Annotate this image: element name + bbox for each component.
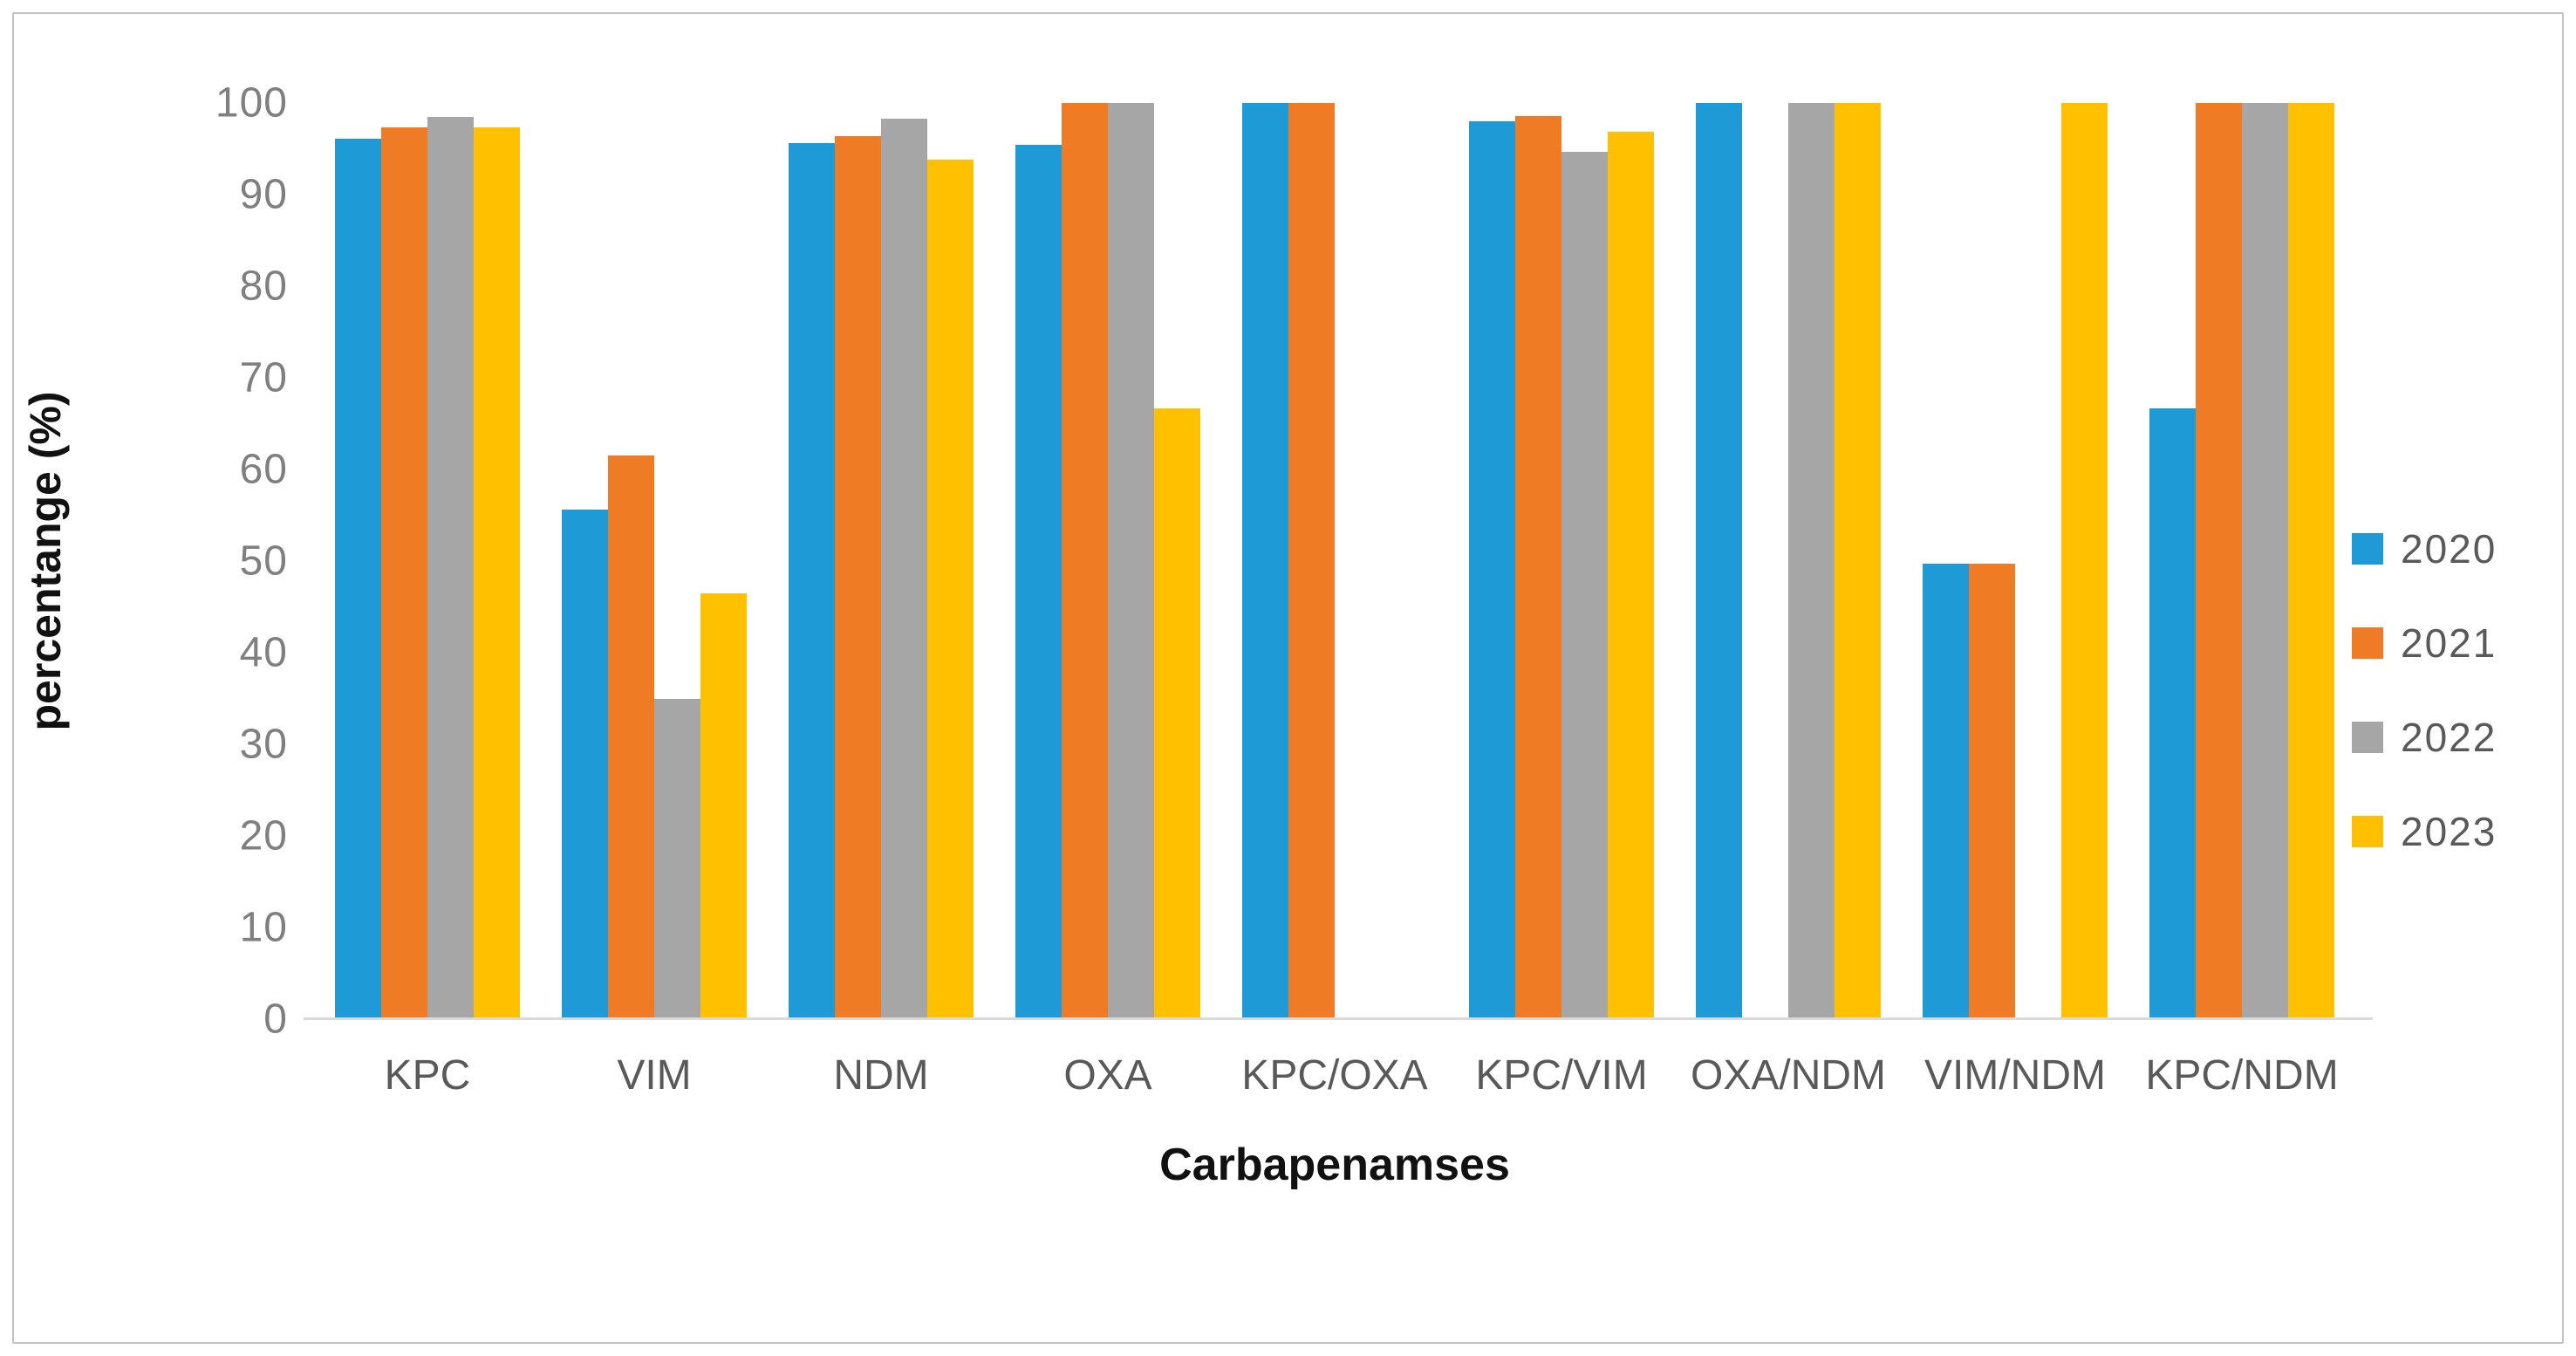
bar-group-oxa-ndm [1675,103,1902,1019]
legend-item-2021: 2021 [2352,620,2497,667]
bar-2022-ndm [881,118,927,1019]
bar-group-oxa [994,103,1221,1019]
legend-label: 2021 [2401,620,2497,666]
y-tick-label: 100 [215,79,288,127]
y-axis-title: percentange (%) [21,391,70,731]
bar-2020-kpc [335,138,381,1019]
x-tick-label: VIM/NDM [1924,1052,2106,1099]
bar-2021-kpc-oxa [1288,103,1335,1019]
bar-group-kpc [314,103,541,1019]
plot-area [314,103,2355,1019]
bar-2023-kpc-vim [1608,131,1654,1019]
y-tick-label: 0 [263,996,288,1043]
y-tick-label: 80 [239,263,288,310]
legend-item-2023: 2023 [2352,808,2497,855]
bar-2021-ndm [835,135,881,1019]
x-axis-title: Carbapenamses [1159,1140,1510,1190]
y-tick-label: 70 [239,354,288,401]
bar-group-kpc-ndm [2128,103,2355,1019]
bar-2023-ndm [927,160,974,1019]
bar-2020-vim [562,510,608,1019]
bar-2020-oxa-ndm [1696,103,1742,1019]
y-tick-label: 60 [239,446,288,493]
bar-group-kpc-oxa [1221,103,1448,1019]
legend: 2020 2021 2022 2023 [2352,525,2497,855]
y-tick-label: 20 [239,812,288,859]
y-axis-tick-labels: 0 10 20 30 40 50 60 70 80 90 100 [105,80,288,1043]
bar-2020-ndm [789,143,835,1019]
bar-group-vim-ndm [1902,103,2128,1019]
bar-2022-kpc [427,116,474,1019]
bar-group-ndm [768,103,994,1019]
legend-item-2022: 2022 [2352,714,2497,761]
bar-2023-kpc-ndm [2288,103,2334,1019]
bar-2020-oxa [1015,145,1062,1019]
bar-2022-kpc-vim [1561,151,1608,1019]
bar-2022-oxa [1108,103,1154,1019]
legend-swatch-icon [2352,627,2383,659]
y-tick-label: 40 [239,629,288,676]
bar-2020-kpc-oxa [1242,103,1288,1019]
x-tick-label: OXA [1063,1052,1152,1099]
x-axis-category-labels: KPC VIM NDM OXA KPC/OXA KPC/VIM OXA/NDM VIM/NDM… [314,1051,2355,1099]
x-axis-baseline [304,1017,2373,1020]
bar-group-vim [541,103,768,1019]
legend-label: 2022 [2401,715,2497,760]
y-tick-label: 30 [239,721,288,768]
bar-2021-oxa [1062,103,1108,1019]
bar-2020-vim-ndm [1923,564,1969,1019]
y-tick-label: 90 [239,171,288,218]
bar-2021-kpc-ndm [2196,103,2242,1019]
x-tick-label: KPC/OXA [1241,1052,1428,1099]
bar-2021-vim [608,455,654,1019]
bar-2023-vim [700,592,747,1019]
bar-2023-kpc [474,127,520,1019]
x-tick-label: KPC/NDM [2145,1052,2339,1099]
bar-2021-vim-ndm [1969,564,2015,1019]
legend-swatch-icon [2352,722,2383,753]
legend-label: 2020 [2401,526,2497,572]
bar-2023-oxa-ndm [1835,103,1881,1019]
x-tick-label: VIM [617,1052,692,1099]
y-tick-label: 10 [239,904,288,951]
bar-group-kpc-vim [1448,103,1675,1019]
x-tick-label: OXA/NDM [1690,1052,1886,1099]
bar-2022-kpc-ndm [2242,103,2288,1019]
x-tick-label: KPC/VIM [1475,1052,1648,1099]
bar-2020-kpc-vim [1469,121,1515,1019]
bar-2021-kpc [381,127,427,1019]
bar-2023-oxa [1154,407,1200,1019]
y-tick-label: 50 [239,538,288,585]
bar-2020-kpc-ndm [2149,407,2196,1019]
legend-item-2020: 2020 [2352,525,2497,572]
bar-2022-oxa-ndm [1788,103,1835,1019]
legend-swatch-icon [2352,533,2383,565]
bar-2021-kpc-vim [1515,115,1561,1019]
x-tick-label: KPC [384,1052,471,1099]
legend-swatch-icon [2352,816,2383,847]
x-tick-label: NDM [833,1052,929,1099]
bar-2023-vim-ndm [2061,103,2108,1019]
legend-label: 2023 [2401,809,2497,854]
bar-2022-vim [654,698,700,1019]
